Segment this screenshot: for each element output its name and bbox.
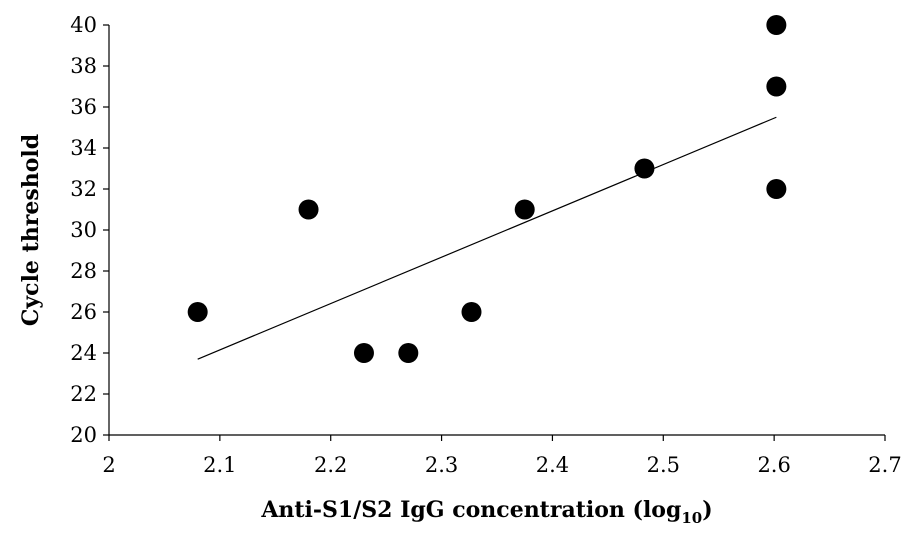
x-axis-title-close: ) xyxy=(702,497,712,523)
x-ticks: 2 2.1 2.2 2.3 2.4 2.5 2.6 2.7 xyxy=(102,435,902,477)
data-point xyxy=(298,199,319,220)
x-tick-label: 2.5 xyxy=(647,453,680,477)
data-point xyxy=(187,302,208,322)
y-tick-label: 26 xyxy=(70,300,97,324)
x-axis-title-main: Anti-S1/S2 IgG concentration (log xyxy=(260,497,681,523)
trendline xyxy=(197,116,777,360)
y-tick-label: 20 xyxy=(70,423,97,447)
x-tick-label: 2 xyxy=(102,453,115,477)
data-point xyxy=(398,343,419,363)
data-point xyxy=(766,76,787,97)
x-tick-label: 2.2 xyxy=(314,453,347,477)
x-tick-label: 2.1 xyxy=(203,453,236,477)
x-tick-label: 2.7 xyxy=(868,453,901,477)
y-tick-label: 36 xyxy=(70,95,97,119)
y-tick-label: 24 xyxy=(70,341,97,365)
data-points xyxy=(187,15,787,363)
x-tick-label: 2.3 xyxy=(425,453,458,477)
y-tick-label: 28 xyxy=(70,259,97,283)
data-point xyxy=(353,343,374,363)
x-tick-label: 2.4 xyxy=(536,453,569,477)
data-point xyxy=(514,199,535,220)
data-point xyxy=(634,158,655,179)
y-tick-label: 22 xyxy=(70,382,97,406)
y-tick-label: 30 xyxy=(70,218,97,242)
y-axis-title: Cycle threshold xyxy=(18,134,44,326)
y-tick-label: 34 xyxy=(70,136,97,160)
y-tick-label: 40 xyxy=(70,13,97,37)
data-point xyxy=(766,15,787,35)
x-axis-title: Anti-S1/S2 IgG concentration (log10) xyxy=(260,497,712,527)
x-tick-label: 2.6 xyxy=(757,453,790,477)
y-ticks: 20 22 24 26 28 30 32 34 36 38 40 xyxy=(70,13,109,447)
x-axis-title-subscript: 10 xyxy=(681,509,702,527)
y-tick-label: 38 xyxy=(70,54,97,78)
data-point xyxy=(766,179,787,199)
y-tick-label: 32 xyxy=(70,177,97,201)
data-point xyxy=(461,302,482,322)
